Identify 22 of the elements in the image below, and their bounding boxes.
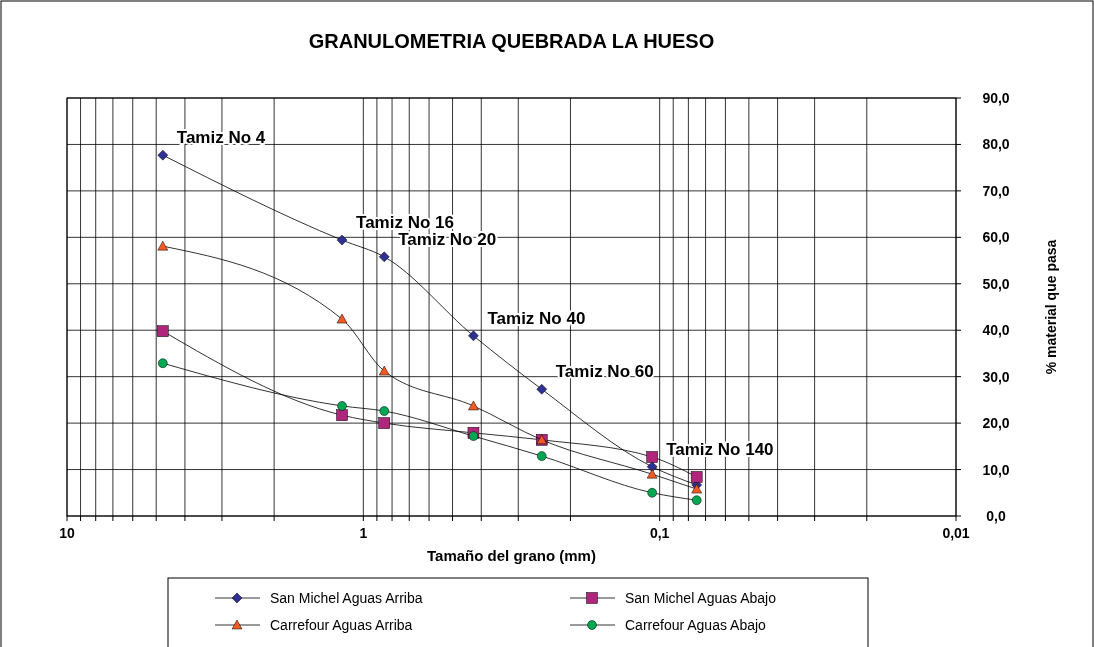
x-tick-label: 1 [359,525,368,541]
legend-label: Carrefour Aguas Arriba [270,617,413,633]
y-tick-label: 0,0 [986,508,1006,524]
y-tick-label: 20,0 [982,415,1010,432]
legend-label: San Michel Aguas Arriba [270,590,423,606]
y-axis-title: % material que pasa [1043,239,1059,375]
x-axis-title: Tamaño del grano (mm) [427,547,596,564]
legend-label: San Michel Aguas Abajo [625,590,777,606]
y-tick-label: 40,0 [982,322,1010,339]
x-tick-label: 10 [59,525,75,541]
x-tick-label: 0,01 [942,525,970,541]
chart-title: GRANULOMETRIA QUEBRADA LA HUESO [308,30,715,52]
legend-label: Carrefour Aguas Abajo [625,617,767,633]
y-tick-label: 70,0 [982,182,1010,199]
y-tick-label: 30,0 [982,368,1010,385]
y-tick-label: 60,0 [982,229,1010,246]
y-tick-label: 50,0 [982,275,1010,292]
y-tick-label: 10,0 [982,461,1010,478]
y-tick-label: 80,0 [982,136,1010,153]
annotation: Tamiz No 4 [176,128,266,148]
y-tick-label: 90,0 [982,90,1010,106]
x-tick-label: 0,1 [649,525,670,541]
